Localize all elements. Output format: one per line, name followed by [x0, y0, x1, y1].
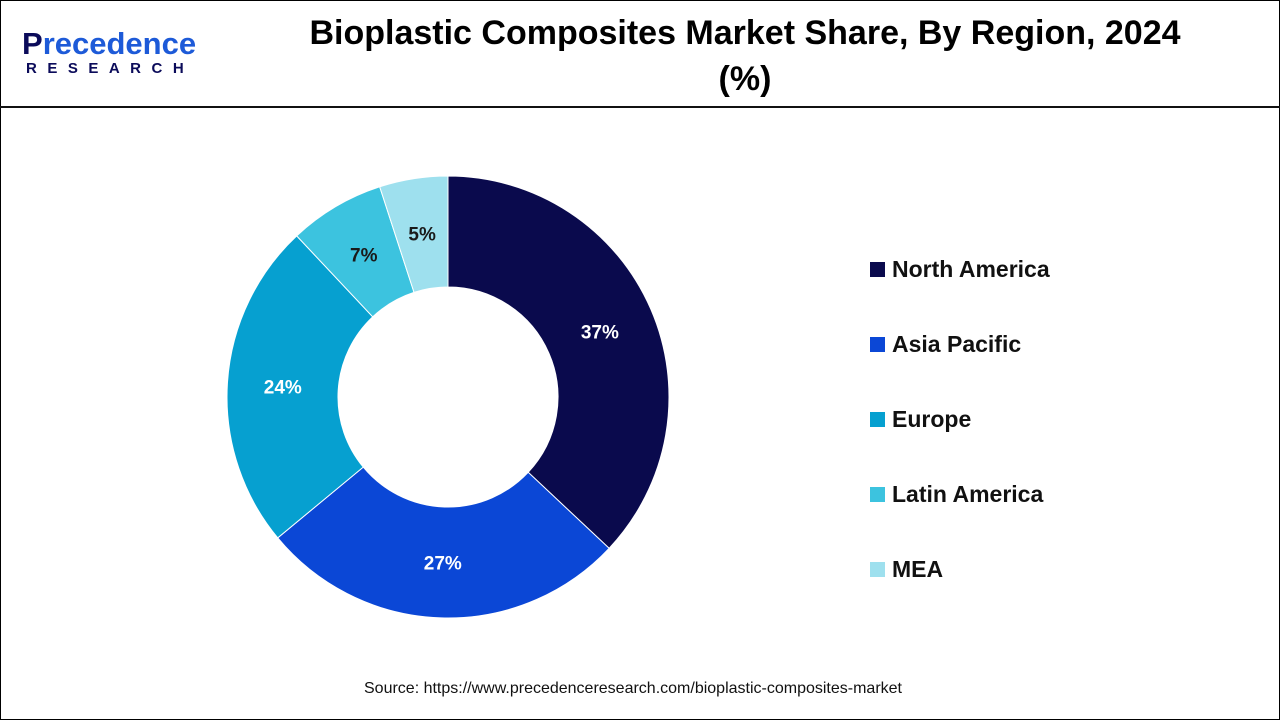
logo-text: recedence [42, 26, 197, 61]
legend-swatch [870, 262, 885, 277]
legend-label: North America [892, 256, 1050, 282]
legend-item: Asia Pacific [870, 307, 1050, 382]
legend-swatch [870, 562, 885, 577]
logo-letter: P [22, 26, 43, 61]
slice-asia-pacific [277, 466, 610, 619]
chart-title: Bioplastic Composites Market Share, By R… [309, 14, 1181, 98]
precedence-research-logo: Precedence RESEARCH [22, 26, 197, 78]
logo-subtext: RESEARCH [26, 60, 195, 77]
legend: North America Asia Pacific Europe Latin Ame… [870, 232, 1050, 607]
legend-label: MEA [892, 556, 944, 582]
source-text: Source: https://www.precedenceresearch.c… [364, 680, 902, 697]
legend-label: Europe [892, 406, 972, 432]
legend-item: North America [870, 232, 1050, 307]
legend-item: MEA [870, 532, 1050, 607]
legend-swatch [870, 412, 885, 427]
data-label: 5% [408, 225, 436, 246]
legend-item: Latin America [870, 457, 1050, 532]
legend-swatch [870, 337, 885, 352]
legend-item: Europe [870, 382, 1050, 457]
data-label: 27% [424, 553, 462, 574]
header-divider [0, 106, 1280, 108]
slice-mea [379, 175, 449, 294]
legend-label: Latin America [892, 481, 1044, 507]
slice-north-america [447, 175, 670, 549]
slice-europe [226, 235, 374, 539]
legend-label: Asia Pacific [892, 331, 1022, 357]
data-label: 37% [581, 322, 619, 343]
data-label: 7% [350, 246, 378, 267]
data-label: 24% [264, 378, 302, 399]
legend-swatch [870, 487, 885, 502]
